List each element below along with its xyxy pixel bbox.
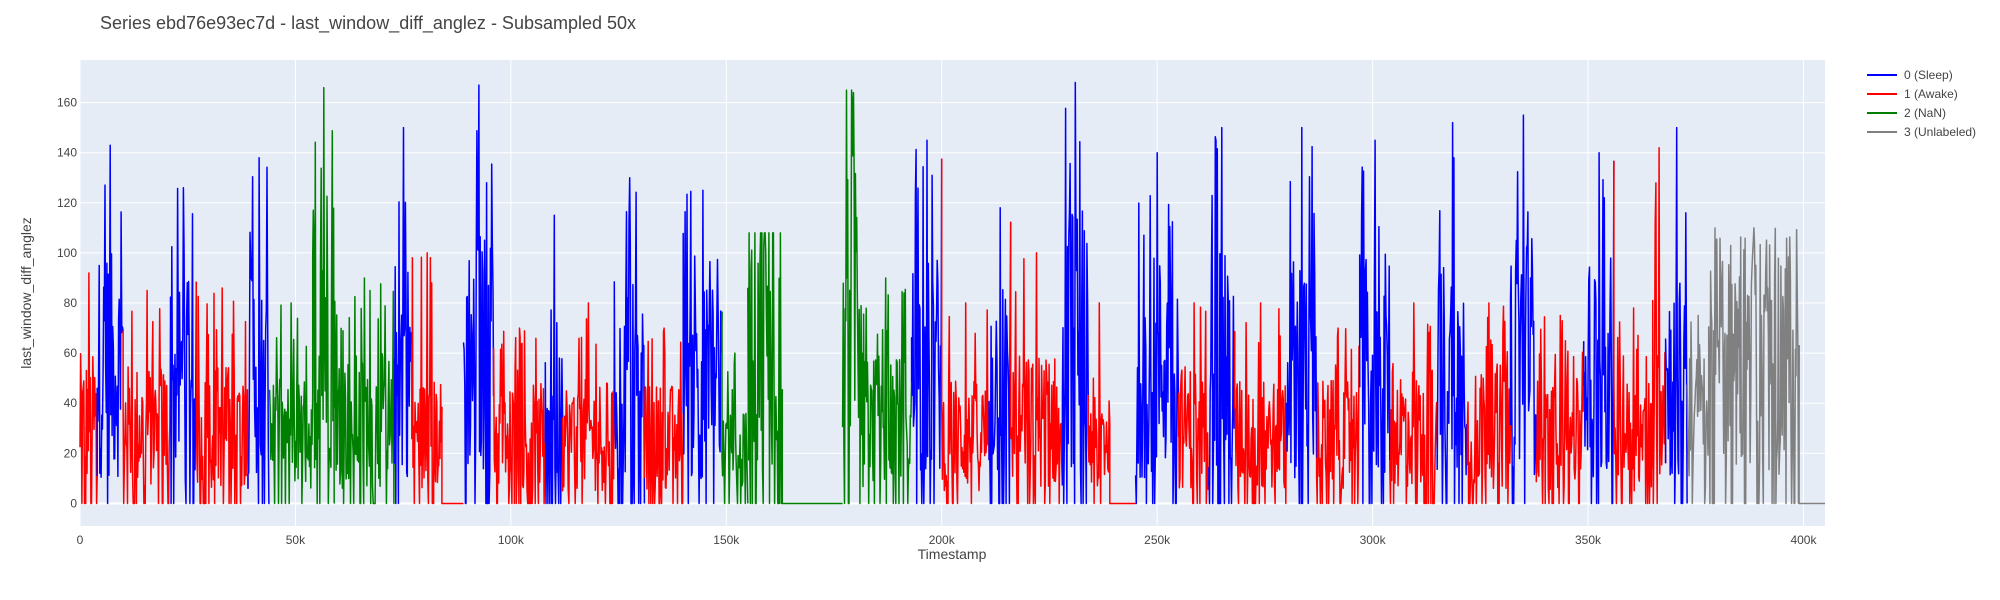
- series-segment-label-1: [492, 327, 547, 505]
- series-segment-label-2: [333, 277, 396, 505]
- legend-label: 1 (Awake): [1904, 87, 1958, 101]
- series-traces: [79, 81, 1825, 505]
- y-tick-label: 20: [64, 446, 78, 460]
- series-segment-label-0: [1358, 139, 1391, 505]
- x-tick-label: 50k: [286, 533, 306, 547]
- series-segment-label-2: [747, 232, 784, 505]
- series-segment-label-0: [544, 214, 564, 505]
- series-segment-label-2: [268, 302, 314, 505]
- x-tick-label: 150k: [713, 533, 740, 547]
- legend-label: 2 (NaN): [1904, 106, 1946, 120]
- series-segment-label-1: [441, 406, 464, 505]
- series-segment-label-1: [411, 252, 443, 505]
- legend: 0 (Sleep) 1 (Awake) 2 (NaN) 3 (Unlabeled): [1867, 68, 1976, 139]
- series-segment-label-2: [859, 277, 913, 505]
- series-segment-label-0: [613, 177, 646, 505]
- series-segment-label-2: [311, 86, 335, 505]
- series-segment-label-1: [1087, 302, 1111, 505]
- series-segment-label-3: [1686, 314, 1710, 505]
- x-tick-label: 300k: [1360, 533, 1387, 547]
- series-segment-label-1: [1315, 327, 1361, 505]
- series-segment-label-0: [1134, 151, 1180, 505]
- series-segment-label-2: [841, 89, 861, 505]
- series-segment-label-2: [721, 311, 749, 505]
- series-segment-label-1: [643, 327, 684, 505]
- series-segment-label-0: [1664, 126, 1688, 505]
- series-segment-label-1: [1651, 146, 1667, 505]
- series-segment-label-2: [781, 389, 843, 505]
- y-axis-label: last_window_diff_anglez: [18, 217, 34, 369]
- series-segment-label-1: [1109, 423, 1136, 505]
- x-tick-label: 200k: [929, 533, 956, 547]
- series-segment-label-0: [1208, 126, 1236, 505]
- series-segment-label-3: [1798, 345, 1825, 505]
- x-tick-label: 250k: [1144, 533, 1171, 547]
- series-segment-label-0: [1285, 126, 1318, 505]
- series-segment-label-1: [122, 289, 172, 505]
- x-axis-ticks: 0 50k 100k 150k 200k 250k 300k 350k 400k: [77, 533, 1818, 547]
- x-tick-label: 0: [77, 533, 84, 547]
- series-segment-label-0: [393, 126, 413, 505]
- series-segment-label-0: [169, 187, 198, 505]
- series-segment-label-0: [1436, 121, 1469, 505]
- series-segment-label-0: [96, 144, 124, 505]
- y-tick-label: 100: [57, 246, 77, 260]
- series-segment-label-1: [1389, 302, 1438, 505]
- x-tick-label: 100k: [498, 533, 525, 547]
- series-segment-label-1: [1466, 302, 1512, 505]
- chart-title: Series ebd76e93ec7d - last_window_diff_a…: [100, 13, 636, 34]
- x-axis-label: Timestamp: [918, 546, 987, 562]
- series-segment-label-0: [1061, 81, 1089, 505]
- series-segment-label-0: [462, 84, 495, 505]
- series-segment-label-0: [910, 139, 943, 505]
- y-tick-label: 140: [57, 146, 77, 160]
- series-segment-label-1: [1613, 160, 1654, 505]
- series-segment-label-3: [1707, 227, 1800, 505]
- y-tick-label: 80: [64, 296, 78, 310]
- series-segment-label-1: [79, 272, 98, 505]
- series-segment-label-0: [988, 207, 1012, 505]
- y-tick-label: 60: [64, 346, 78, 360]
- series-segment-label-1: [1177, 302, 1210, 505]
- y-tick-label: 0: [70, 496, 77, 510]
- series-segment-label-0: [247, 156, 270, 505]
- series-segment-label-1: [940, 158, 990, 505]
- y-tick-label: 160: [57, 96, 77, 110]
- legend-item[interactable]: 1 (Awake): [1867, 87, 1958, 101]
- legend-label: 3 (Unlabeled): [1904, 125, 1976, 139]
- series-segment-label-1: [1009, 221, 1064, 505]
- series-segment-label-1: [1535, 314, 1585, 505]
- y-tick-label: 40: [64, 396, 78, 410]
- series-segment-label-1: [561, 302, 616, 505]
- legend-item[interactable]: 2 (NaN): [1867, 106, 1946, 120]
- series-segment-label-0: [682, 189, 723, 505]
- series-segment-label-1: [195, 281, 249, 505]
- legend-label: 0 (Sleep): [1904, 68, 1953, 82]
- x-tick-label: 350k: [1575, 533, 1602, 547]
- series-segment-label-1: [1233, 302, 1288, 505]
- y-axis-ticks: 0 20 40 60 80 100 120 140 160: [57, 96, 77, 511]
- legend-item[interactable]: 3 (Unlabeled): [1867, 125, 1976, 139]
- series-segment-label-0: [1509, 114, 1538, 505]
- legend-item[interactable]: 0 (Sleep): [1867, 68, 1953, 82]
- y-tick-label: 120: [57, 196, 77, 210]
- x-tick-label: 400k: [1790, 533, 1817, 547]
- series-segment-label-0: [1582, 151, 1615, 505]
